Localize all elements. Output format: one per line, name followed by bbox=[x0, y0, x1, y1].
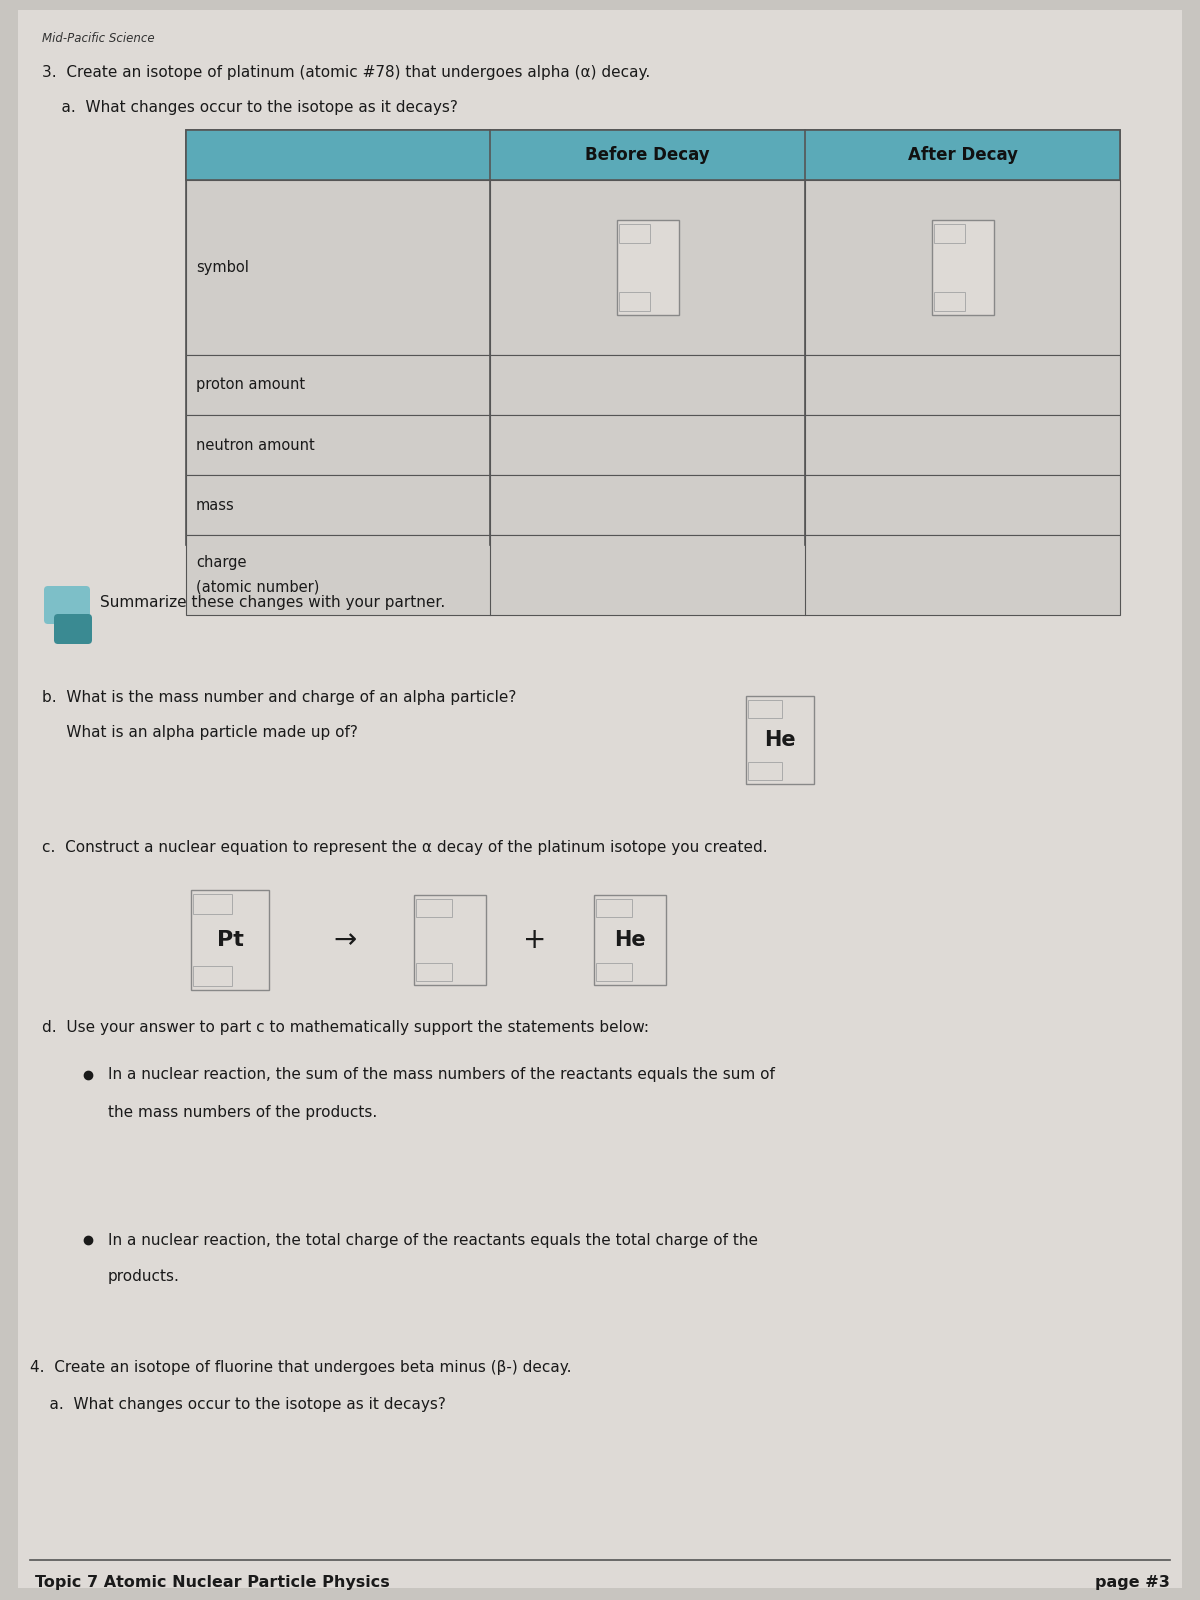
Text: In a nuclear reaction, the sum of the mass numbers of the reactants equals the s: In a nuclear reaction, the sum of the ma… bbox=[108, 1067, 775, 1083]
Text: d.  Use your answer to part c to mathematically support the statements below:: d. Use your answer to part c to mathemat… bbox=[42, 1021, 649, 1035]
Text: page #3: page #3 bbox=[1096, 1574, 1170, 1590]
Text: a.  What changes occur to the isotope as it decays?: a. What changes occur to the isotope as … bbox=[30, 1397, 446, 1411]
Text: He: He bbox=[614, 930, 646, 950]
Text: In a nuclear reaction, the total charge of the reactants equals the total charge: In a nuclear reaction, the total charge … bbox=[108, 1232, 758, 1248]
Text: c.  Construct a nuclear equation to represent the α decay of the platinum isotop: c. Construct a nuclear equation to repre… bbox=[42, 840, 768, 854]
FancyBboxPatch shape bbox=[44, 586, 90, 624]
Text: Summarize these changes with your partner.: Summarize these changes with your partne… bbox=[100, 595, 445, 611]
Text: charge: charge bbox=[196, 555, 246, 571]
Text: products.: products. bbox=[108, 1269, 180, 1285]
Text: After Decay: After Decay bbox=[907, 146, 1018, 165]
Bar bbox=[186, 534, 1120, 614]
Bar bbox=[186, 130, 1120, 546]
Text: What is an alpha particle made up of?: What is an alpha particle made up of? bbox=[42, 725, 358, 739]
Bar bbox=[414, 894, 486, 986]
Bar bbox=[596, 899, 632, 917]
Bar bbox=[186, 414, 1120, 475]
Bar bbox=[594, 894, 666, 986]
Text: 3.  Create an isotope of platinum (atomic #78) that undergoes alpha (α) decay.: 3. Create an isotope of platinum (atomic… bbox=[42, 66, 650, 80]
Text: Mid-Pacific Science: Mid-Pacific Science bbox=[42, 32, 155, 45]
Text: symbol: symbol bbox=[196, 259, 248, 275]
Bar bbox=[931, 219, 994, 315]
Bar bbox=[748, 762, 782, 781]
Text: Before Decay: Before Decay bbox=[586, 146, 710, 165]
Bar bbox=[416, 963, 452, 981]
Bar bbox=[618, 291, 649, 310]
Bar bbox=[617, 219, 678, 315]
Text: the mass numbers of the products.: the mass numbers of the products. bbox=[108, 1104, 377, 1120]
Bar bbox=[618, 224, 649, 243]
Bar bbox=[191, 890, 269, 990]
Text: mass: mass bbox=[196, 498, 235, 512]
Text: a.  What changes occur to the isotope as it decays?: a. What changes occur to the isotope as … bbox=[42, 99, 458, 115]
Text: He: He bbox=[764, 730, 796, 750]
Bar bbox=[934, 291, 965, 310]
Text: (atomic number): (atomic number) bbox=[196, 579, 319, 595]
Text: b.  What is the mass number and charge of an alpha particle?: b. What is the mass number and charge of… bbox=[42, 690, 516, 706]
Bar bbox=[746, 696, 814, 784]
Text: →: → bbox=[334, 926, 356, 954]
Bar bbox=[193, 966, 232, 986]
Bar bbox=[186, 355, 1120, 414]
Bar bbox=[186, 130, 1120, 179]
Text: +: + bbox=[523, 926, 547, 954]
Bar bbox=[596, 963, 632, 981]
Bar bbox=[416, 899, 452, 917]
Bar bbox=[186, 179, 1120, 355]
Bar bbox=[748, 701, 782, 717]
Text: Pt: Pt bbox=[216, 930, 244, 950]
Text: proton amount: proton amount bbox=[196, 378, 305, 392]
Text: 4.  Create an isotope of fluorine that undergoes beta minus (β-) decay.: 4. Create an isotope of fluorine that un… bbox=[30, 1360, 571, 1374]
Text: Topic 7 Atomic Nuclear Particle Physics: Topic 7 Atomic Nuclear Particle Physics bbox=[35, 1574, 390, 1590]
Bar bbox=[186, 475, 1120, 534]
Bar bbox=[934, 224, 965, 243]
Text: neutron amount: neutron amount bbox=[196, 437, 314, 453]
FancyBboxPatch shape bbox=[54, 614, 92, 643]
Bar bbox=[193, 894, 232, 914]
